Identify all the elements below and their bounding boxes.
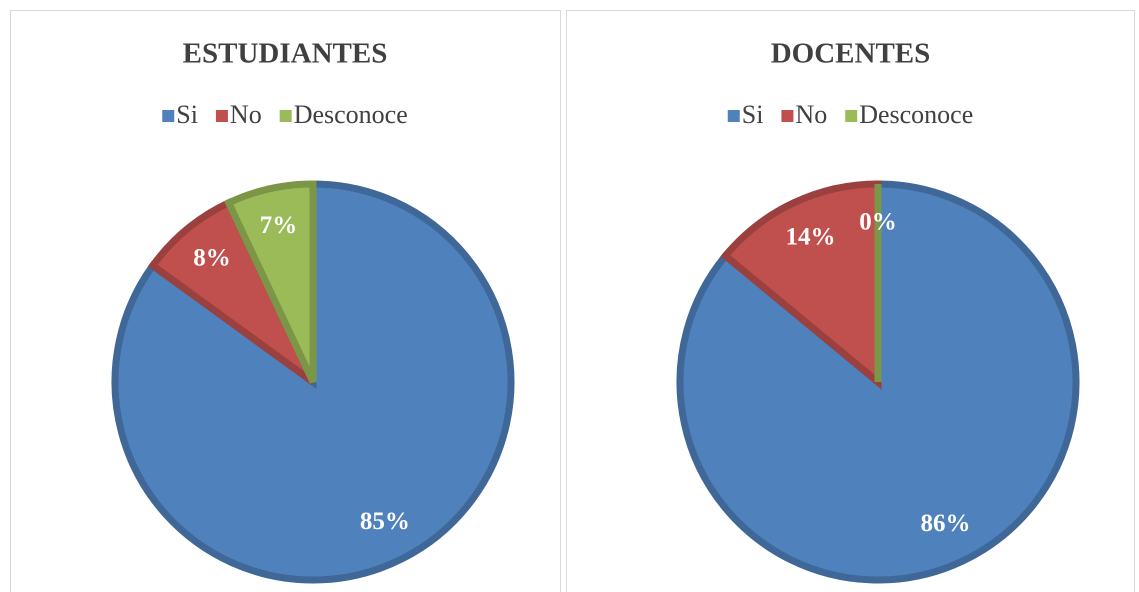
legend-label: No xyxy=(230,100,262,129)
chart-title: DOCENTES xyxy=(771,38,931,70)
legend-swatch xyxy=(215,110,228,122)
legend-swatch xyxy=(845,110,858,122)
data-label: 8% xyxy=(193,245,231,272)
legend-swatch xyxy=(162,110,175,122)
data-label: 86% xyxy=(920,510,970,537)
legend-label: No xyxy=(795,100,827,129)
legend-label: Desconoce xyxy=(859,100,973,129)
legend-label: Si xyxy=(742,100,764,129)
legend: Si No Desconoce xyxy=(727,100,973,129)
legend-swatch xyxy=(727,110,740,122)
legend: Si No Desconoce xyxy=(162,100,408,129)
legend-label: Desconoce xyxy=(294,100,408,129)
chart-title: ESTUDIANTES xyxy=(183,38,388,70)
data-label: 7% xyxy=(260,212,298,239)
pie-slice xyxy=(676,180,1080,584)
pie-slice xyxy=(224,180,317,384)
legend-label: Si xyxy=(176,100,198,129)
data-label: 14% xyxy=(786,223,836,250)
legend-swatch xyxy=(279,110,292,122)
pie-slice xyxy=(720,180,882,390)
data-label: 0% xyxy=(859,208,897,235)
data-label: 85% xyxy=(360,508,410,535)
legend-swatch xyxy=(781,110,794,122)
